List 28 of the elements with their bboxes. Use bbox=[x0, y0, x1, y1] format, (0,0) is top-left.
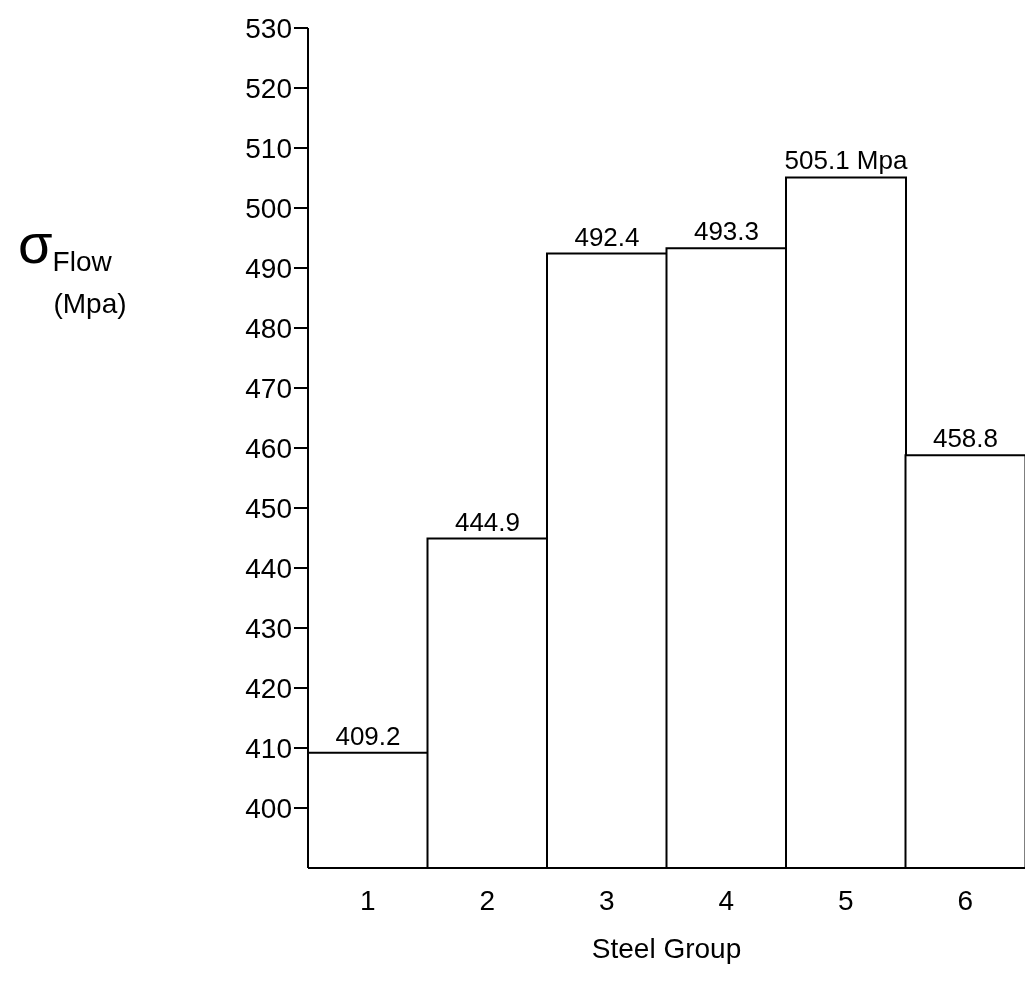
x-tick-label: 1 bbox=[359, 884, 376, 916]
y-tick-label: 520 bbox=[245, 72, 292, 104]
data-label: 444.9 bbox=[454, 506, 521, 537]
y-tick-label: 410 bbox=[245, 732, 292, 764]
data-label: 492.4 bbox=[574, 221, 640, 252]
data-label: 505.1 Mpa bbox=[784, 145, 908, 176]
y-tick-label: 430 bbox=[245, 612, 292, 644]
y-tick-label: 530 bbox=[245, 12, 292, 44]
x-tick-label: 3 bbox=[598, 884, 615, 916]
y-tick-label: 460 bbox=[245, 432, 292, 464]
x-tick-label: 2 bbox=[479, 884, 496, 916]
x-axis-title: Steel Group bbox=[591, 933, 742, 964]
y-tick-label: 500 bbox=[245, 192, 292, 224]
y-tick-label: 450 bbox=[245, 492, 292, 524]
data-label: 493.3 bbox=[693, 216, 760, 247]
y-tick-label: 420 bbox=[245, 672, 292, 704]
data-label: 409.2 bbox=[335, 720, 401, 751]
y-tick-label: 490 bbox=[245, 252, 292, 284]
x-tick-label: 6 bbox=[957, 884, 974, 916]
y-tick-label: 440 bbox=[245, 552, 292, 584]
y-tick-label: 470 bbox=[245, 372, 292, 404]
y-tick-label: 510 bbox=[245, 132, 292, 164]
x-tick-label: 5 bbox=[837, 884, 854, 916]
data-label: 458.8 bbox=[932, 423, 999, 454]
x-tick-label: 4 bbox=[718, 884, 735, 916]
y-tick-label: 480 bbox=[245, 312, 292, 344]
y-tick-label: 400 bbox=[245, 792, 292, 824]
y-axis-title: σ$_{Flow}$ (Mpa) bbox=[18, 212, 127, 320]
